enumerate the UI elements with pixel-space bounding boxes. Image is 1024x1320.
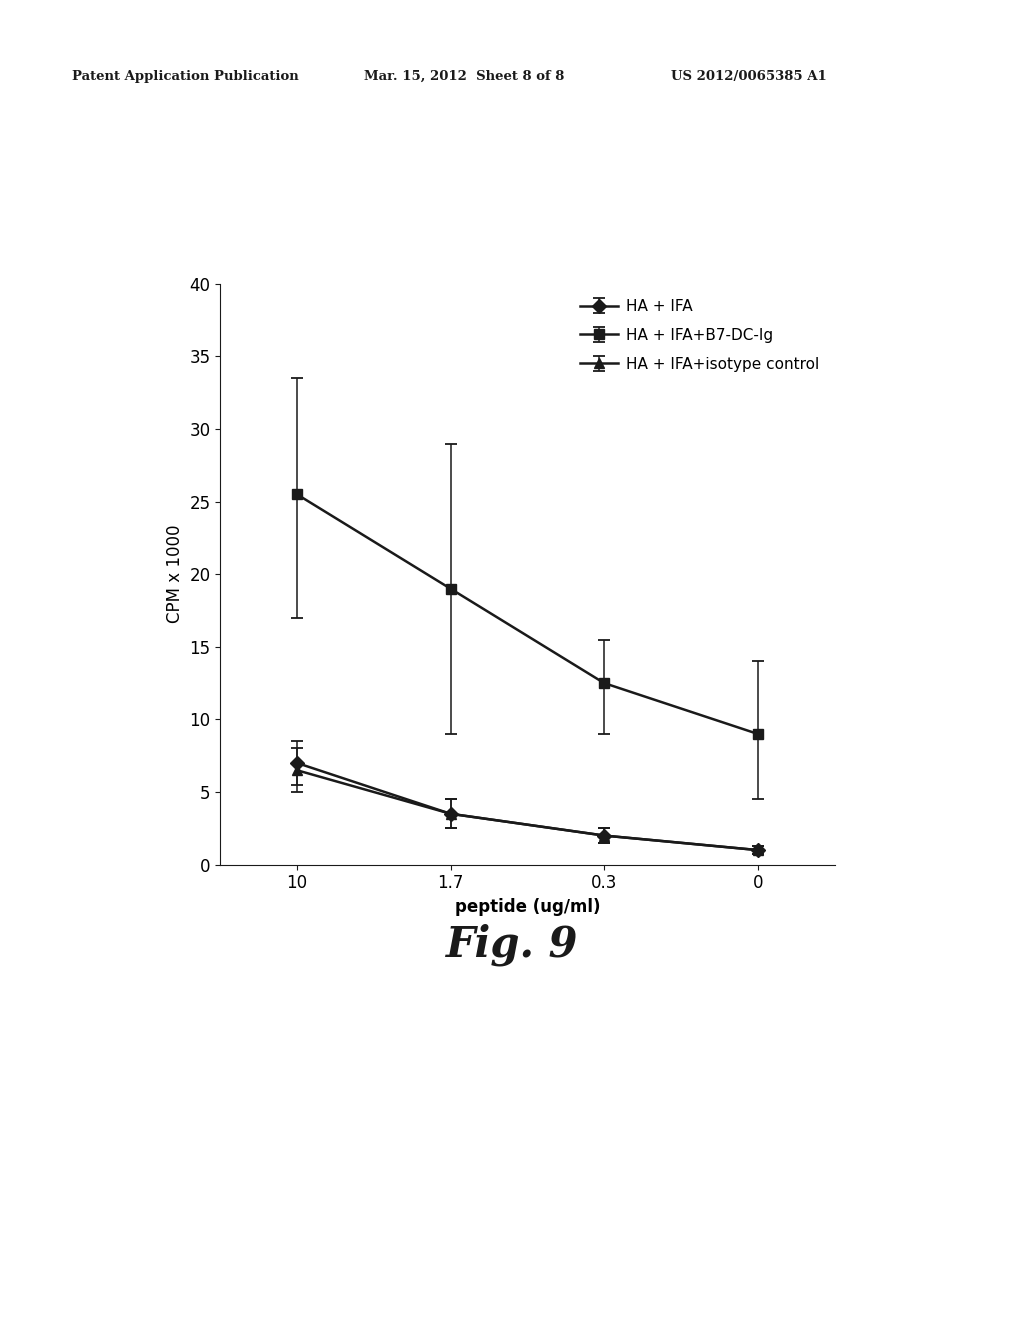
- Text: US 2012/0065385 A1: US 2012/0065385 A1: [671, 70, 826, 83]
- Text: Mar. 15, 2012  Sheet 8 of 8: Mar. 15, 2012 Sheet 8 of 8: [364, 70, 564, 83]
- Text: Fig. 9: Fig. 9: [445, 924, 579, 966]
- Text: Patent Application Publication: Patent Application Publication: [72, 70, 298, 83]
- Y-axis label: CPM x 1000: CPM x 1000: [166, 525, 183, 623]
- Legend: HA + IFA, HA + IFA+B7-DC-Ig, HA + IFA+isotype control: HA + IFA, HA + IFA+B7-DC-Ig, HA + IFA+is…: [572, 292, 827, 379]
- X-axis label: peptide (ug/ml): peptide (ug/ml): [455, 898, 600, 916]
